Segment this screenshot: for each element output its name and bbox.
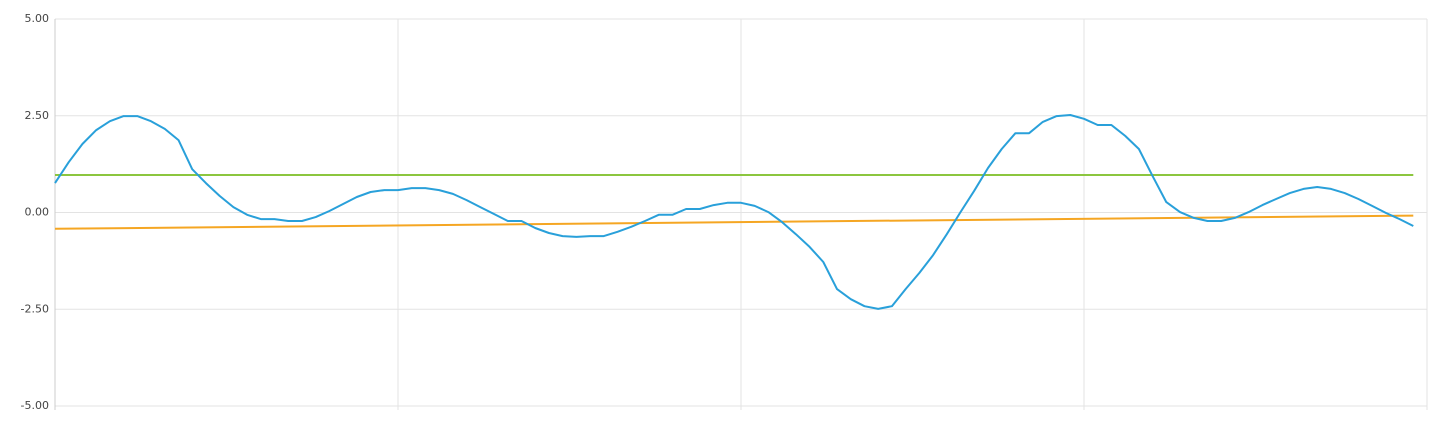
y-tick-label: 0.00 (25, 206, 50, 219)
y-tick-label: -5.00 (21, 399, 49, 412)
y-tick-label: 5.00 (25, 12, 50, 25)
series-line (54, 214, 1414, 230)
y-tick-label: -2.50 (21, 302, 49, 315)
y-tick-label: 2.50 (25, 109, 50, 122)
series-line (54, 114, 1414, 310)
